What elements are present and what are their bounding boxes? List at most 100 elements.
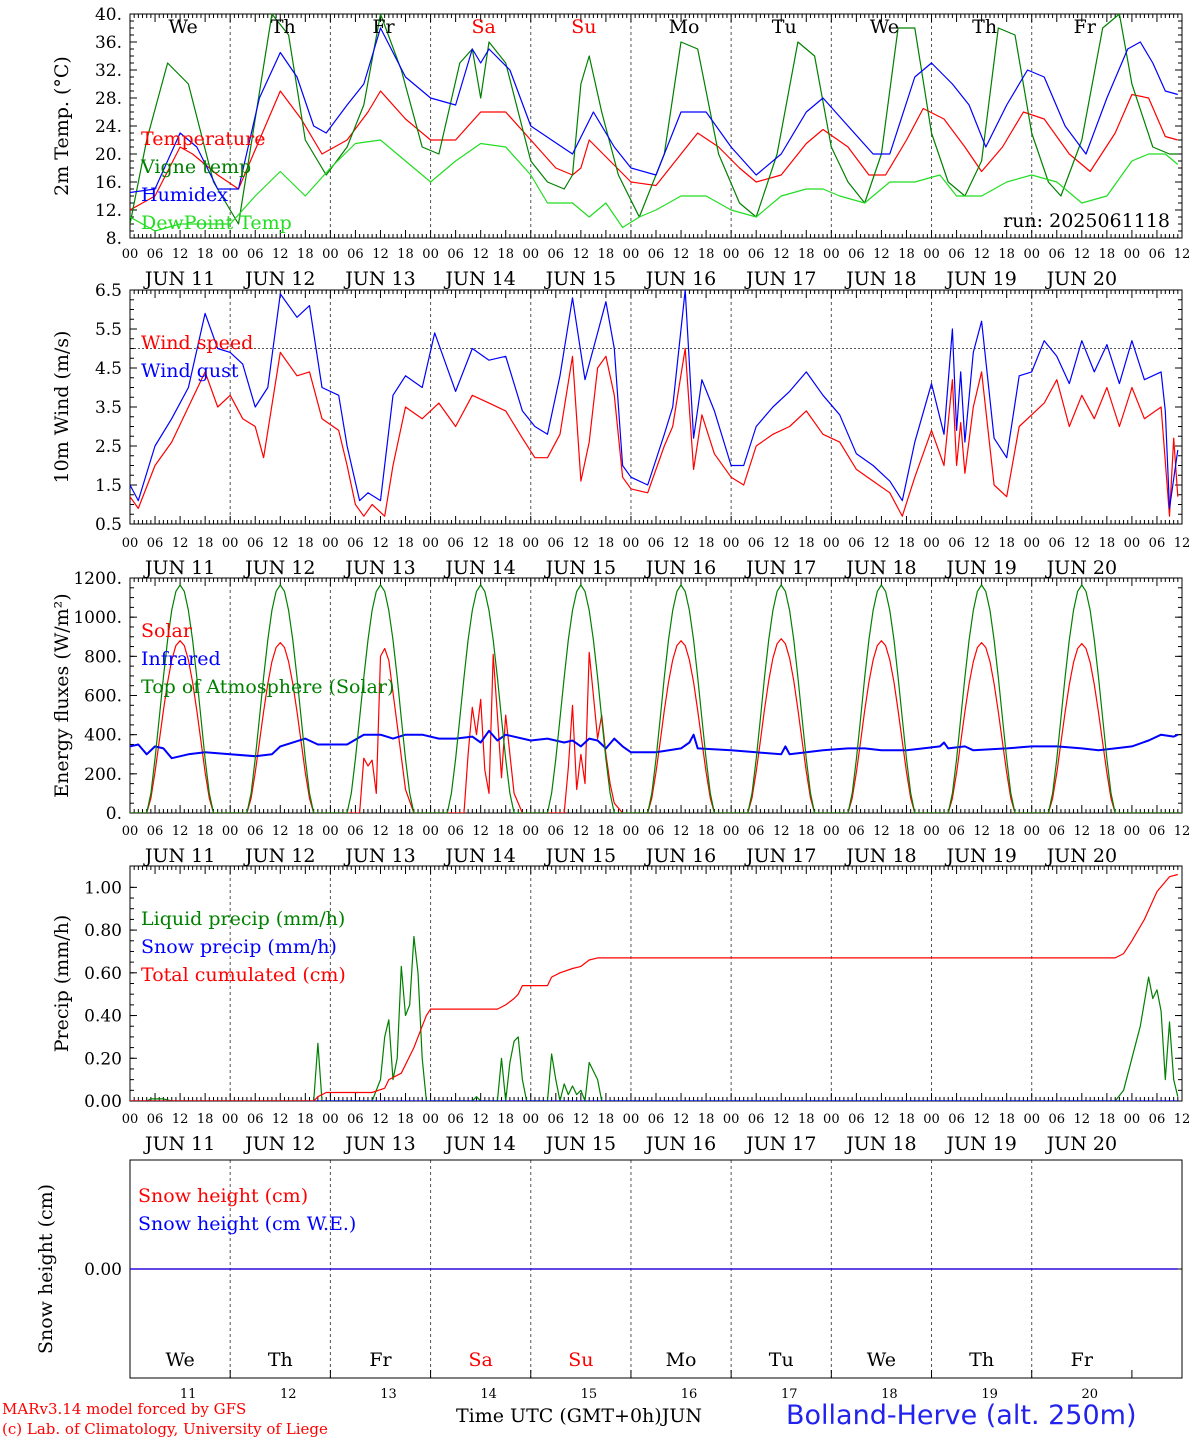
hour-tick-label: 18 bbox=[497, 536, 514, 551]
y-tick-label: 0.00 bbox=[84, 1260, 122, 1280]
hour-tick-label: 18 bbox=[497, 1112, 514, 1127]
hour-tick-label: 00 bbox=[623, 247, 640, 262]
hour-tick-label: 18 bbox=[397, 536, 414, 551]
day-number-label: 20 bbox=[1082, 1387, 1099, 1402]
y-tick-label: 0.60 bbox=[84, 964, 122, 984]
panel-temperature: 00 06 12 18 00 06 12 18 00 06 12 18 00 06 12 18 00 06 12 18… bbox=[51, 5, 1190, 290]
date-label: JUN 13 bbox=[343, 1133, 415, 1155]
hour-tick-label: 06 bbox=[147, 824, 164, 839]
y-tick-label: 16. bbox=[95, 173, 122, 193]
date-label: JUN 14 bbox=[443, 1133, 515, 1155]
hour-tick-label: 06 bbox=[447, 536, 464, 551]
hour-tick-label: 18 bbox=[798, 247, 815, 262]
hour-tick-label: 06 bbox=[548, 536, 565, 551]
y-tick-label: 28. bbox=[95, 89, 122, 109]
date-label: JUN 17 bbox=[744, 557, 816, 579]
hour-tick-label: 12 bbox=[1074, 1112, 1091, 1127]
hour-tick-label: 00 bbox=[422, 536, 439, 551]
hour-tick-label: 18 bbox=[598, 1112, 615, 1127]
series-line-infrared bbox=[130, 729, 1179, 760]
series-group bbox=[130, 290, 1179, 517]
hour-tick-label: 12 bbox=[272, 1112, 289, 1127]
weekday-label: Tu bbox=[772, 16, 797, 38]
y-tick-label: 0.20 bbox=[84, 1049, 122, 1069]
copyright-credit: (c) Lab. of Climatology, University of L… bbox=[2, 1420, 328, 1438]
series-line-total-cumulated-cm- bbox=[130, 873, 1178, 1101]
y-tick-label: 0.00 bbox=[84, 1092, 122, 1112]
weekday-label: Fr bbox=[1071, 1349, 1094, 1371]
hour-tick-label: 06 bbox=[748, 536, 765, 551]
hour-tick-label: 06 bbox=[347, 247, 364, 262]
hour-tick-label: 12 bbox=[472, 1112, 489, 1127]
hour-tick-label: 12 bbox=[673, 247, 690, 262]
plot-frame bbox=[129, 13, 1183, 239]
hour-tick-label: 00 bbox=[823, 536, 840, 551]
hour-tick-label: 06 bbox=[1149, 1112, 1166, 1127]
y-tick-label: 0. bbox=[106, 804, 122, 824]
date-label: JUN 11 bbox=[143, 557, 215, 579]
series-line-vigne-temp bbox=[130, 14, 1178, 225]
date-label: JUN 13 bbox=[343, 268, 415, 290]
hour-tick-label: 18 bbox=[998, 247, 1015, 262]
date-label: JUN 19 bbox=[944, 845, 1016, 867]
date-label: JUN 15 bbox=[544, 557, 616, 579]
legend-entry: Infrared bbox=[141, 648, 221, 670]
hour-tick-label: 00 bbox=[1124, 824, 1141, 839]
hour-tick-label: 06 bbox=[848, 1112, 865, 1127]
y-axis-title: Precip (mm/h) bbox=[51, 915, 73, 1053]
series-group bbox=[130, 14, 1179, 232]
hour-tick-label: 12 bbox=[773, 247, 790, 262]
weekday-label: Th bbox=[972, 16, 997, 38]
y-tick-label: 40. bbox=[95, 5, 122, 25]
model-credit: MARv3.14 model forced by GFS bbox=[2, 1400, 247, 1418]
hour-tick-label: 06 bbox=[748, 247, 765, 262]
panel-snow: 0.00 Snow height (cm) Snow height (cm) Snow… bbox=[35, 1159, 1183, 1402]
date-label: JUN 14 bbox=[443, 557, 515, 579]
weekday-label: We bbox=[867, 1349, 896, 1371]
y-tick-label: 0.40 bbox=[84, 1007, 122, 1027]
panel-precip: 00 06 12 18 00 06 12 18 00 06 12 18 00 06 12 18 00 06 12 18… bbox=[51, 865, 1190, 1155]
hour-tick-label: 18 bbox=[798, 824, 815, 839]
hour-tick-label: 00 bbox=[823, 1112, 840, 1127]
hour-tick-label: 06 bbox=[347, 1112, 364, 1127]
legend-entry: Solar bbox=[141, 620, 193, 642]
hour-tick-label: 18 bbox=[197, 1112, 214, 1127]
series-group bbox=[130, 873, 1179, 1101]
hour-tick-label: 06 bbox=[147, 536, 164, 551]
hour-tick-label: 00 bbox=[422, 1112, 439, 1127]
series-line-liquid-precip-mm-h- bbox=[130, 935, 1179, 1101]
hour-tick-label: 00 bbox=[322, 1112, 339, 1127]
hour-tick-label: 12 bbox=[172, 247, 189, 262]
station-title: Bolland-Herve (alt. 250m) bbox=[786, 1400, 1137, 1431]
date-label: JUN 11 bbox=[143, 845, 215, 867]
hour-tick-label: 06 bbox=[1149, 824, 1166, 839]
series-group bbox=[130, 584, 1182, 813]
series-line-wind-speed bbox=[130, 347, 1179, 517]
date-label: JUN 19 bbox=[944, 1133, 1016, 1155]
hour-tick-label: 00 bbox=[522, 824, 539, 839]
hour-tick-label: 00 bbox=[422, 247, 439, 262]
hour-tick-label: 18 bbox=[698, 247, 715, 262]
hour-tick-label: 00 bbox=[623, 1112, 640, 1127]
hour-tick-label: 12 bbox=[573, 247, 590, 262]
legend-entry: Humidex bbox=[141, 184, 228, 206]
hour-tick-label: 00 bbox=[1023, 536, 1040, 551]
weekday-label: Sa bbox=[468, 1349, 492, 1371]
hour-tick-label: 00 bbox=[823, 247, 840, 262]
hour-tick-label: 18 bbox=[598, 247, 615, 262]
hour-tick-label: 18 bbox=[197, 247, 214, 262]
hour-tick-label: 12 bbox=[973, 1112, 990, 1127]
date-label: JUN 16 bbox=[644, 268, 716, 290]
y-tick-label: 12. bbox=[95, 201, 122, 221]
y-tick-label: 400. bbox=[84, 726, 122, 746]
date-label: JUN 18 bbox=[844, 845, 916, 867]
hour-tick-label: 18 bbox=[798, 1112, 815, 1127]
hour-tick-label: 06 bbox=[447, 1112, 464, 1127]
day-number-label: 11 bbox=[180, 1387, 197, 1402]
day-number-label: 16 bbox=[681, 1387, 698, 1402]
date-label: JUN 20 bbox=[1045, 1133, 1117, 1155]
y-tick-label: 36. bbox=[95, 33, 122, 53]
hour-tick-label: 06 bbox=[447, 824, 464, 839]
time-axis-title-text: Time UTC (GMT+0h) bbox=[456, 1405, 662, 1427]
hour-tick-label: 18 bbox=[297, 247, 314, 262]
